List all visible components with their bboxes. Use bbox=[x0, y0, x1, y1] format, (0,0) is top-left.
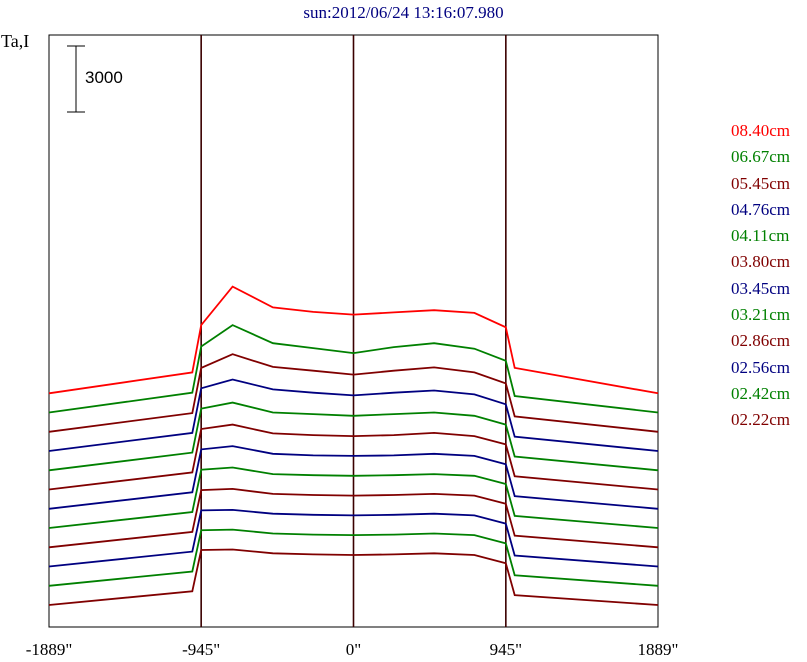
series-line-06.67cm bbox=[48, 324, 659, 414]
legend-item-03.45cm: 03.45cm bbox=[731, 278, 791, 298]
series-line-04.11cm bbox=[48, 401, 659, 472]
series-line-08.40cm bbox=[48, 285, 659, 395]
series-line-04.76cm bbox=[48, 378, 659, 452]
legend-item-04.76cm: 04.76cm bbox=[731, 199, 791, 219]
legend-item-02.56cm: 02.56cm bbox=[731, 357, 791, 377]
legend-item-05.45cm: 05.45cm bbox=[731, 173, 791, 193]
legend-item-02.42cm: 02.42cm bbox=[731, 383, 791, 403]
series-line-02.42cm bbox=[48, 528, 659, 587]
y-axis-label: Ta,I bbox=[1, 31, 30, 51]
x-tick-label-2: 0" bbox=[346, 640, 361, 659]
legend-item-03.21cm: 03.21cm bbox=[731, 305, 791, 325]
series-line-02.22cm bbox=[48, 548, 659, 606]
series-line-03.45cm bbox=[48, 445, 659, 510]
legend: 08.40cm 06.67cm 05.45cm 04.76cm 04.11cm 03.80… bbox=[731, 118, 790, 434]
series-line-03.80cm bbox=[48, 423, 659, 491]
series-line-05.45cm bbox=[48, 353, 659, 433]
series-line-02.86cm bbox=[48, 487, 659, 549]
x-tick-label-3: 945" bbox=[490, 640, 522, 659]
chart-title: sun:2012/06/24 13:16:07.980 bbox=[303, 3, 504, 22]
legend-item-02.22cm: 02.22cm bbox=[731, 410, 791, 430]
x-tick-label-4: 1889" bbox=[638, 640, 679, 659]
legend-item-08.40cm: 08.40cm bbox=[731, 121, 791, 140]
x-tick-label-1: -945" bbox=[182, 640, 220, 659]
legend-item-04.11cm: 04.11cm bbox=[731, 226, 790, 246]
x-tick-label-0: -1889" bbox=[26, 640, 73, 659]
series-line-03.21cm bbox=[48, 466, 659, 529]
series-line-02.56cm bbox=[48, 508, 659, 568]
legend-item-06.67cm: 06.67cm bbox=[731, 147, 791, 167]
legend-item-03.80cm: 03.80cm bbox=[731, 252, 791, 272]
scale-bar-label: 3000 bbox=[85, 68, 123, 87]
legend-item-02.86cm: 02.86cm bbox=[731, 331, 791, 351]
